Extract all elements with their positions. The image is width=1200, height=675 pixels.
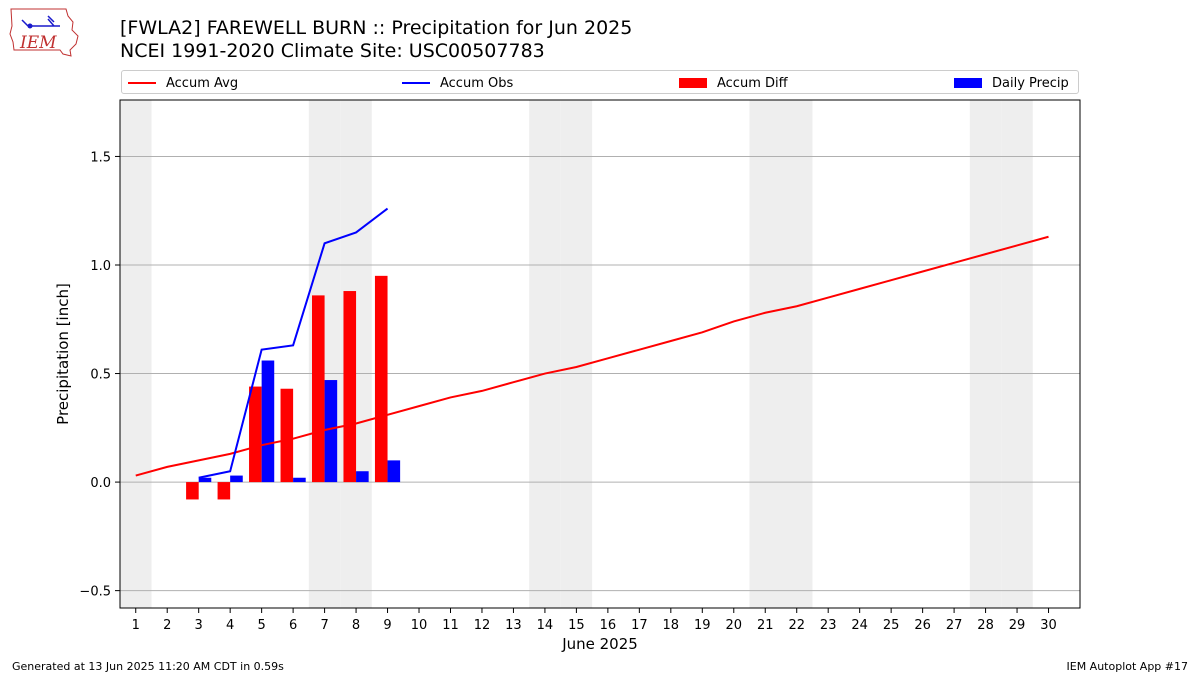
y-tick-label-3: 1.0 <box>90 259 111 274</box>
y-tick-label-0: −0.5 <box>79 585 111 600</box>
x-tick-label-6: 6 <box>289 618 297 633</box>
generated-timestamp: Generated at 13 Jun 2025 11:20 AM CDT in… <box>12 660 284 673</box>
x-tick-label-2: 2 <box>163 618 171 633</box>
x-tick-label-21: 21 <box>757 618 774 633</box>
bar-accum-diff-day-5 <box>249 386 262 483</box>
bar-daily-precip-day-9 <box>387 460 401 483</box>
weekend-shade-day-15 <box>560 100 593 608</box>
iem-logo: IEM <box>9 8 79 57</box>
x-tick-label-22: 22 <box>788 618 805 633</box>
wind-barb-icon <box>21 15 60 27</box>
y-tick-label-1: 0.0 <box>90 476 111 491</box>
logo-text: IEM <box>19 33 57 53</box>
bar-daily-precip-day-7 <box>324 380 338 483</box>
bar-accum-diff-day-8 <box>343 291 357 483</box>
bar-accum-diff-day-7 <box>312 295 325 483</box>
chart-title: [FWLA2] FAREWELL BURN :: Precipitation f… <box>120 17 633 39</box>
x-tick-label-13: 13 <box>505 618 522 633</box>
legend-swatch-accum-diff <box>679 78 707 88</box>
plot-frame <box>119 99 1081 609</box>
y-tick-label-4: 1.5 <box>90 150 111 165</box>
series-line-accum-avg <box>135 235 1049 477</box>
x-tick-label-14: 14 <box>537 618 554 633</box>
legend-label-accum-obs: Accum Obs <box>440 75 514 91</box>
chart-legend: Accum Avg Accum Obs Accum Diff Daily Pre… <box>121 70 1079 94</box>
x-tick-label-30: 30 <box>1040 618 1057 633</box>
x-tick-label-18: 18 <box>663 618 680 633</box>
x-tick-label-7: 7 <box>320 618 328 633</box>
y-tick-label-2: 0.5 <box>90 368 111 383</box>
x-tick-label-20: 20 <box>725 618 742 633</box>
weekend-shade-day-14 <box>529 100 561 608</box>
x-tick-label-19: 19 <box>694 618 711 633</box>
bar-daily-precip-day-3 <box>198 477 212 483</box>
weekend-shade-day-28 <box>969 100 1002 608</box>
x-tick-label-5: 5 <box>257 618 265 633</box>
bar-daily-precip-day-8 <box>356 471 369 483</box>
x-tick-label-1: 1 <box>132 618 140 633</box>
bar-daily-precip-day-4 <box>230 475 243 483</box>
weekend-shade-day-29 <box>1001 100 1033 608</box>
bar-accum-diff-day-9 <box>374 275 388 483</box>
bar-accum-diff-day-4 <box>217 482 231 500</box>
weekend-shade-day-22 <box>780 100 813 608</box>
bar-daily-precip-day-6 <box>293 477 306 483</box>
x-tick-label-27: 27 <box>946 618 963 633</box>
legend-swatch-daily-precip <box>954 78 982 88</box>
legend-item-accum-obs: Accum Obs <box>402 74 513 92</box>
legend-label-accum-diff: Accum Diff <box>717 75 788 91</box>
state-outline-shape <box>9 8 79 57</box>
x-axis-label: June 2025 <box>561 635 638 653</box>
legend-item-accum-diff: Accum Diff <box>679 74 788 92</box>
x-tick-label-28: 28 <box>977 618 994 633</box>
weekend-shade-day-1 <box>120 100 152 608</box>
x-tick-label-24: 24 <box>851 618 868 633</box>
chart-subtitle: NCEI 1991-2020 Climate Site: USC00507783 <box>120 40 545 62</box>
x-tick-label-15: 15 <box>568 618 585 633</box>
x-tick-label-26: 26 <box>914 618 931 633</box>
legend-label-accum-avg: Accum Avg <box>166 75 239 91</box>
legend-swatch-accum-obs <box>402 82 430 84</box>
x-tick-label-10: 10 <box>411 618 428 633</box>
series-line-accum-obs <box>198 207 389 479</box>
x-tick-label-3: 3 <box>195 618 203 633</box>
legend-item-accum-avg: Accum Avg <box>128 74 238 92</box>
y-axis-label: Precipitation [inch] <box>54 283 72 425</box>
x-tick-label-17: 17 <box>631 618 648 633</box>
legend-item-daily-precip: Daily Precip <box>954 74 1069 92</box>
x-tick-label-4: 4 <box>226 618 234 633</box>
x-tick-label-12: 12 <box>474 618 491 633</box>
x-tick-label-23: 23 <box>820 618 837 633</box>
x-tick-label-29: 29 <box>1009 618 1026 633</box>
bar-accum-diff-day-3 <box>186 482 199 500</box>
autoplot-app-label: IEM Autoplot App #17 <box>1066 660 1189 673</box>
weekend-shade-day-21 <box>749 100 781 608</box>
x-tick-label-16: 16 <box>600 618 617 633</box>
x-tick-label-9: 9 <box>383 618 391 633</box>
legend-label-daily-precip: Daily Precip <box>992 75 1069 91</box>
x-tick-label-8: 8 <box>352 618 360 633</box>
bar-accum-diff-day-6 <box>280 388 294 483</box>
bar-daily-precip-day-5 <box>261 360 275 483</box>
x-tick-label-25: 25 <box>883 618 900 633</box>
x-tick-label-11: 11 <box>442 618 459 633</box>
legend-swatch-accum-avg <box>128 82 156 84</box>
